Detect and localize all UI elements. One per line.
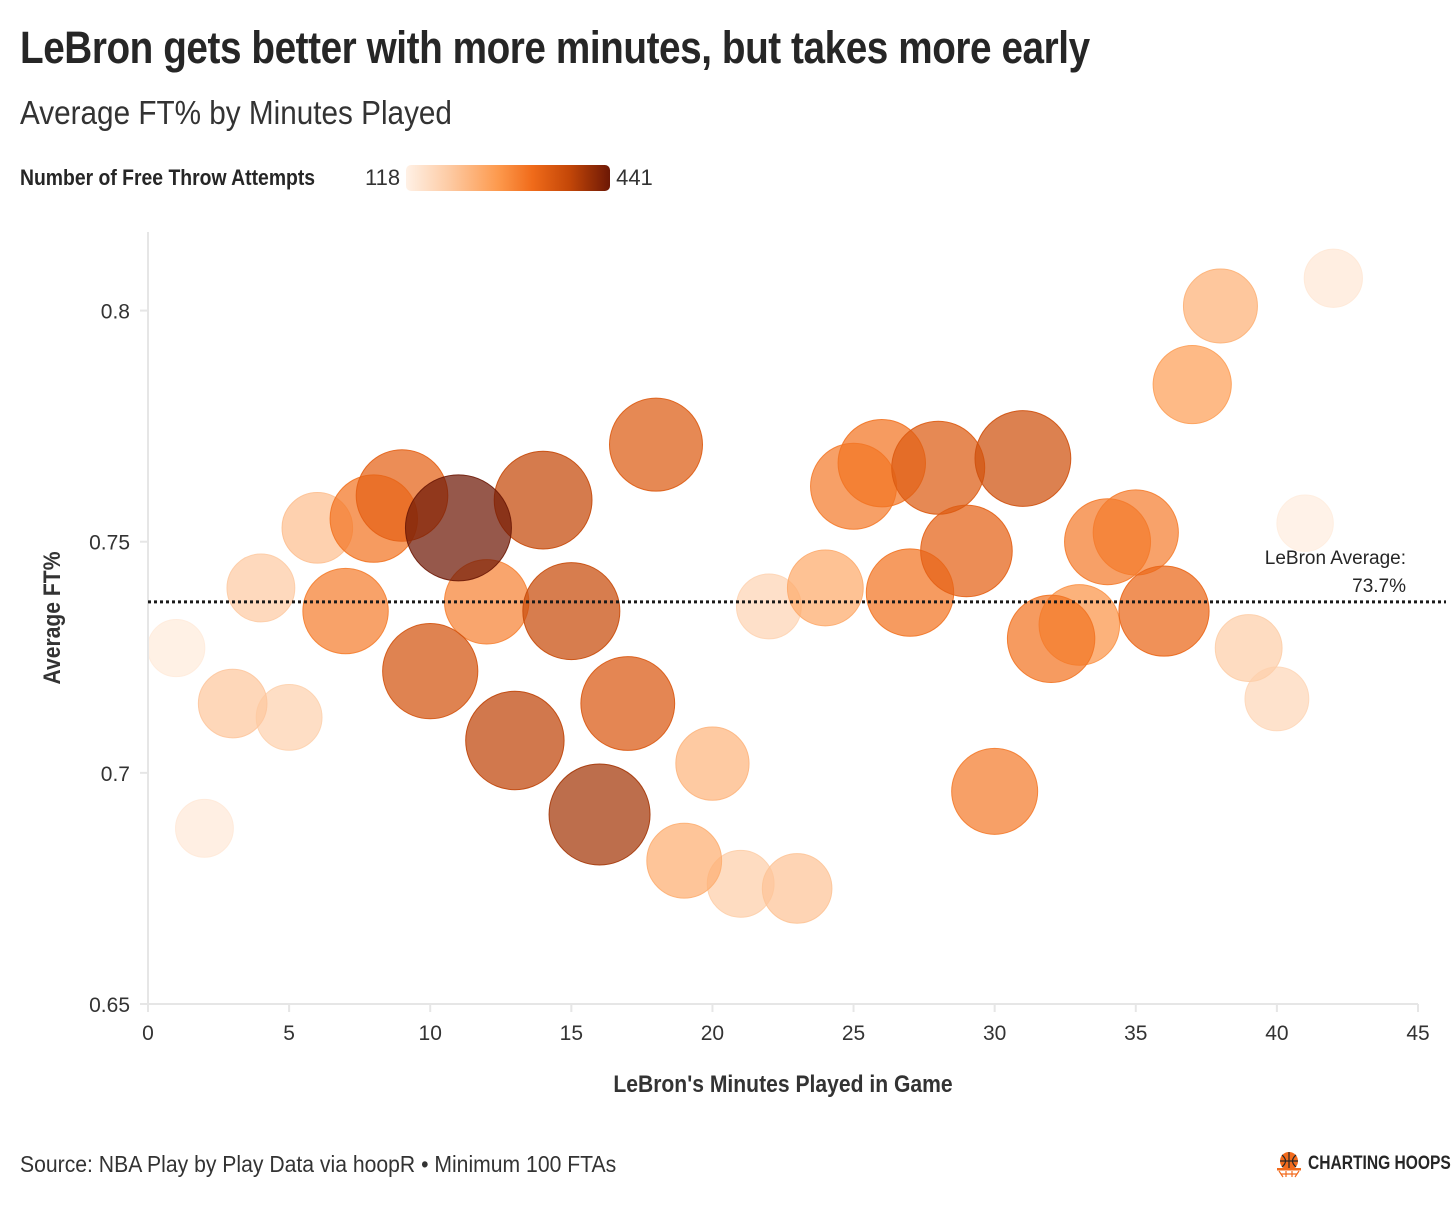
x-tick-label: 5 — [283, 1022, 295, 1045]
data-point — [1006, 594, 1096, 684]
legend-title: Number of Free Throw Attempts — [20, 165, 316, 190]
data-point — [522, 562, 621, 661]
y-tick-label: 0.7 — [101, 763, 130, 786]
data-point — [675, 726, 750, 801]
data-point — [891, 420, 986, 515]
data-point — [1244, 666, 1310, 732]
data-point — [382, 623, 479, 720]
y-tick-label: 0.75 — [89, 532, 130, 555]
data-point — [147, 618, 206, 678]
data-point — [465, 690, 565, 791]
x-tick-label: 40 — [1265, 1022, 1288, 1045]
chart-title: LeBron gets better with more minutes, bu… — [20, 22, 1090, 73]
data-point — [1118, 565, 1210, 657]
reference-layer: LeBron Average: 73.7% — [148, 548, 1446, 604]
x-tick-label: 10 — [419, 1022, 442, 1045]
brand-logo: CHARTING HOOPS — [1274, 1150, 1456, 1178]
x-tick-label: 15 — [560, 1022, 583, 1045]
legend-min-label: 118 — [365, 165, 401, 190]
x-tick-label: 20 — [701, 1022, 724, 1045]
data-point — [761, 853, 833, 924]
data-point — [974, 410, 1072, 507]
points-layer — [147, 248, 1363, 924]
data-point — [1152, 344, 1232, 425]
x-tick-label: 35 — [1124, 1022, 1147, 1045]
data-point — [175, 798, 234, 858]
data-point — [197, 668, 268, 739]
data-point — [920, 504, 1013, 598]
y-axis-title: Average FT% — [39, 552, 66, 685]
x-axis-title: LeBron's Minutes Played in Game — [613, 1071, 952, 1098]
data-point — [580, 656, 676, 751]
basketball-hoop-icon — [1277, 1152, 1301, 1178]
color-legend: Number of Free Throw Attempts 118 441 — [20, 163, 653, 193]
axes-layer: 0 5 10 15 20 25 30 35 40 45 0.65 0.7 0.75 0.8 LeBron's… — [39, 232, 1430, 1097]
x-tick-label: 30 — [983, 1022, 1006, 1045]
data-point — [548, 763, 651, 866]
data-point — [1214, 614, 1283, 682]
data-point — [951, 747, 1039, 835]
data-point — [646, 822, 723, 899]
y-tick-label: 0.8 — [101, 301, 130, 324]
data-point — [1064, 498, 1152, 586]
y-tick-label: 0.65 — [89, 994, 130, 1017]
data-point — [609, 397, 703, 492]
x-tick-label: 25 — [842, 1022, 865, 1045]
x-tick-label: 45 — [1406, 1022, 1429, 1045]
source-note: Source: NBA Play by Play Data via hoopR … — [20, 1151, 617, 1177]
chart-subtitle: Average FT% by Minutes Played — [20, 94, 452, 131]
data-point — [1182, 268, 1258, 344]
x-tick-label: 0 — [142, 1022, 154, 1045]
data-point — [1303, 248, 1363, 308]
legend-gradient-bar — [406, 165, 611, 191]
data-point — [404, 474, 512, 582]
legend-max-label: 441 — [616, 165, 653, 190]
data-point — [226, 553, 296, 623]
average-label: LeBron Average: — [1265, 548, 1406, 569]
brand-name: CHARTING HOOPS — [1308, 1153, 1451, 1174]
average-value-label: 73.7% — [1352, 576, 1406, 597]
data-point — [786, 549, 864, 627]
data-point — [1276, 494, 1334, 552]
data-point — [302, 567, 389, 655]
